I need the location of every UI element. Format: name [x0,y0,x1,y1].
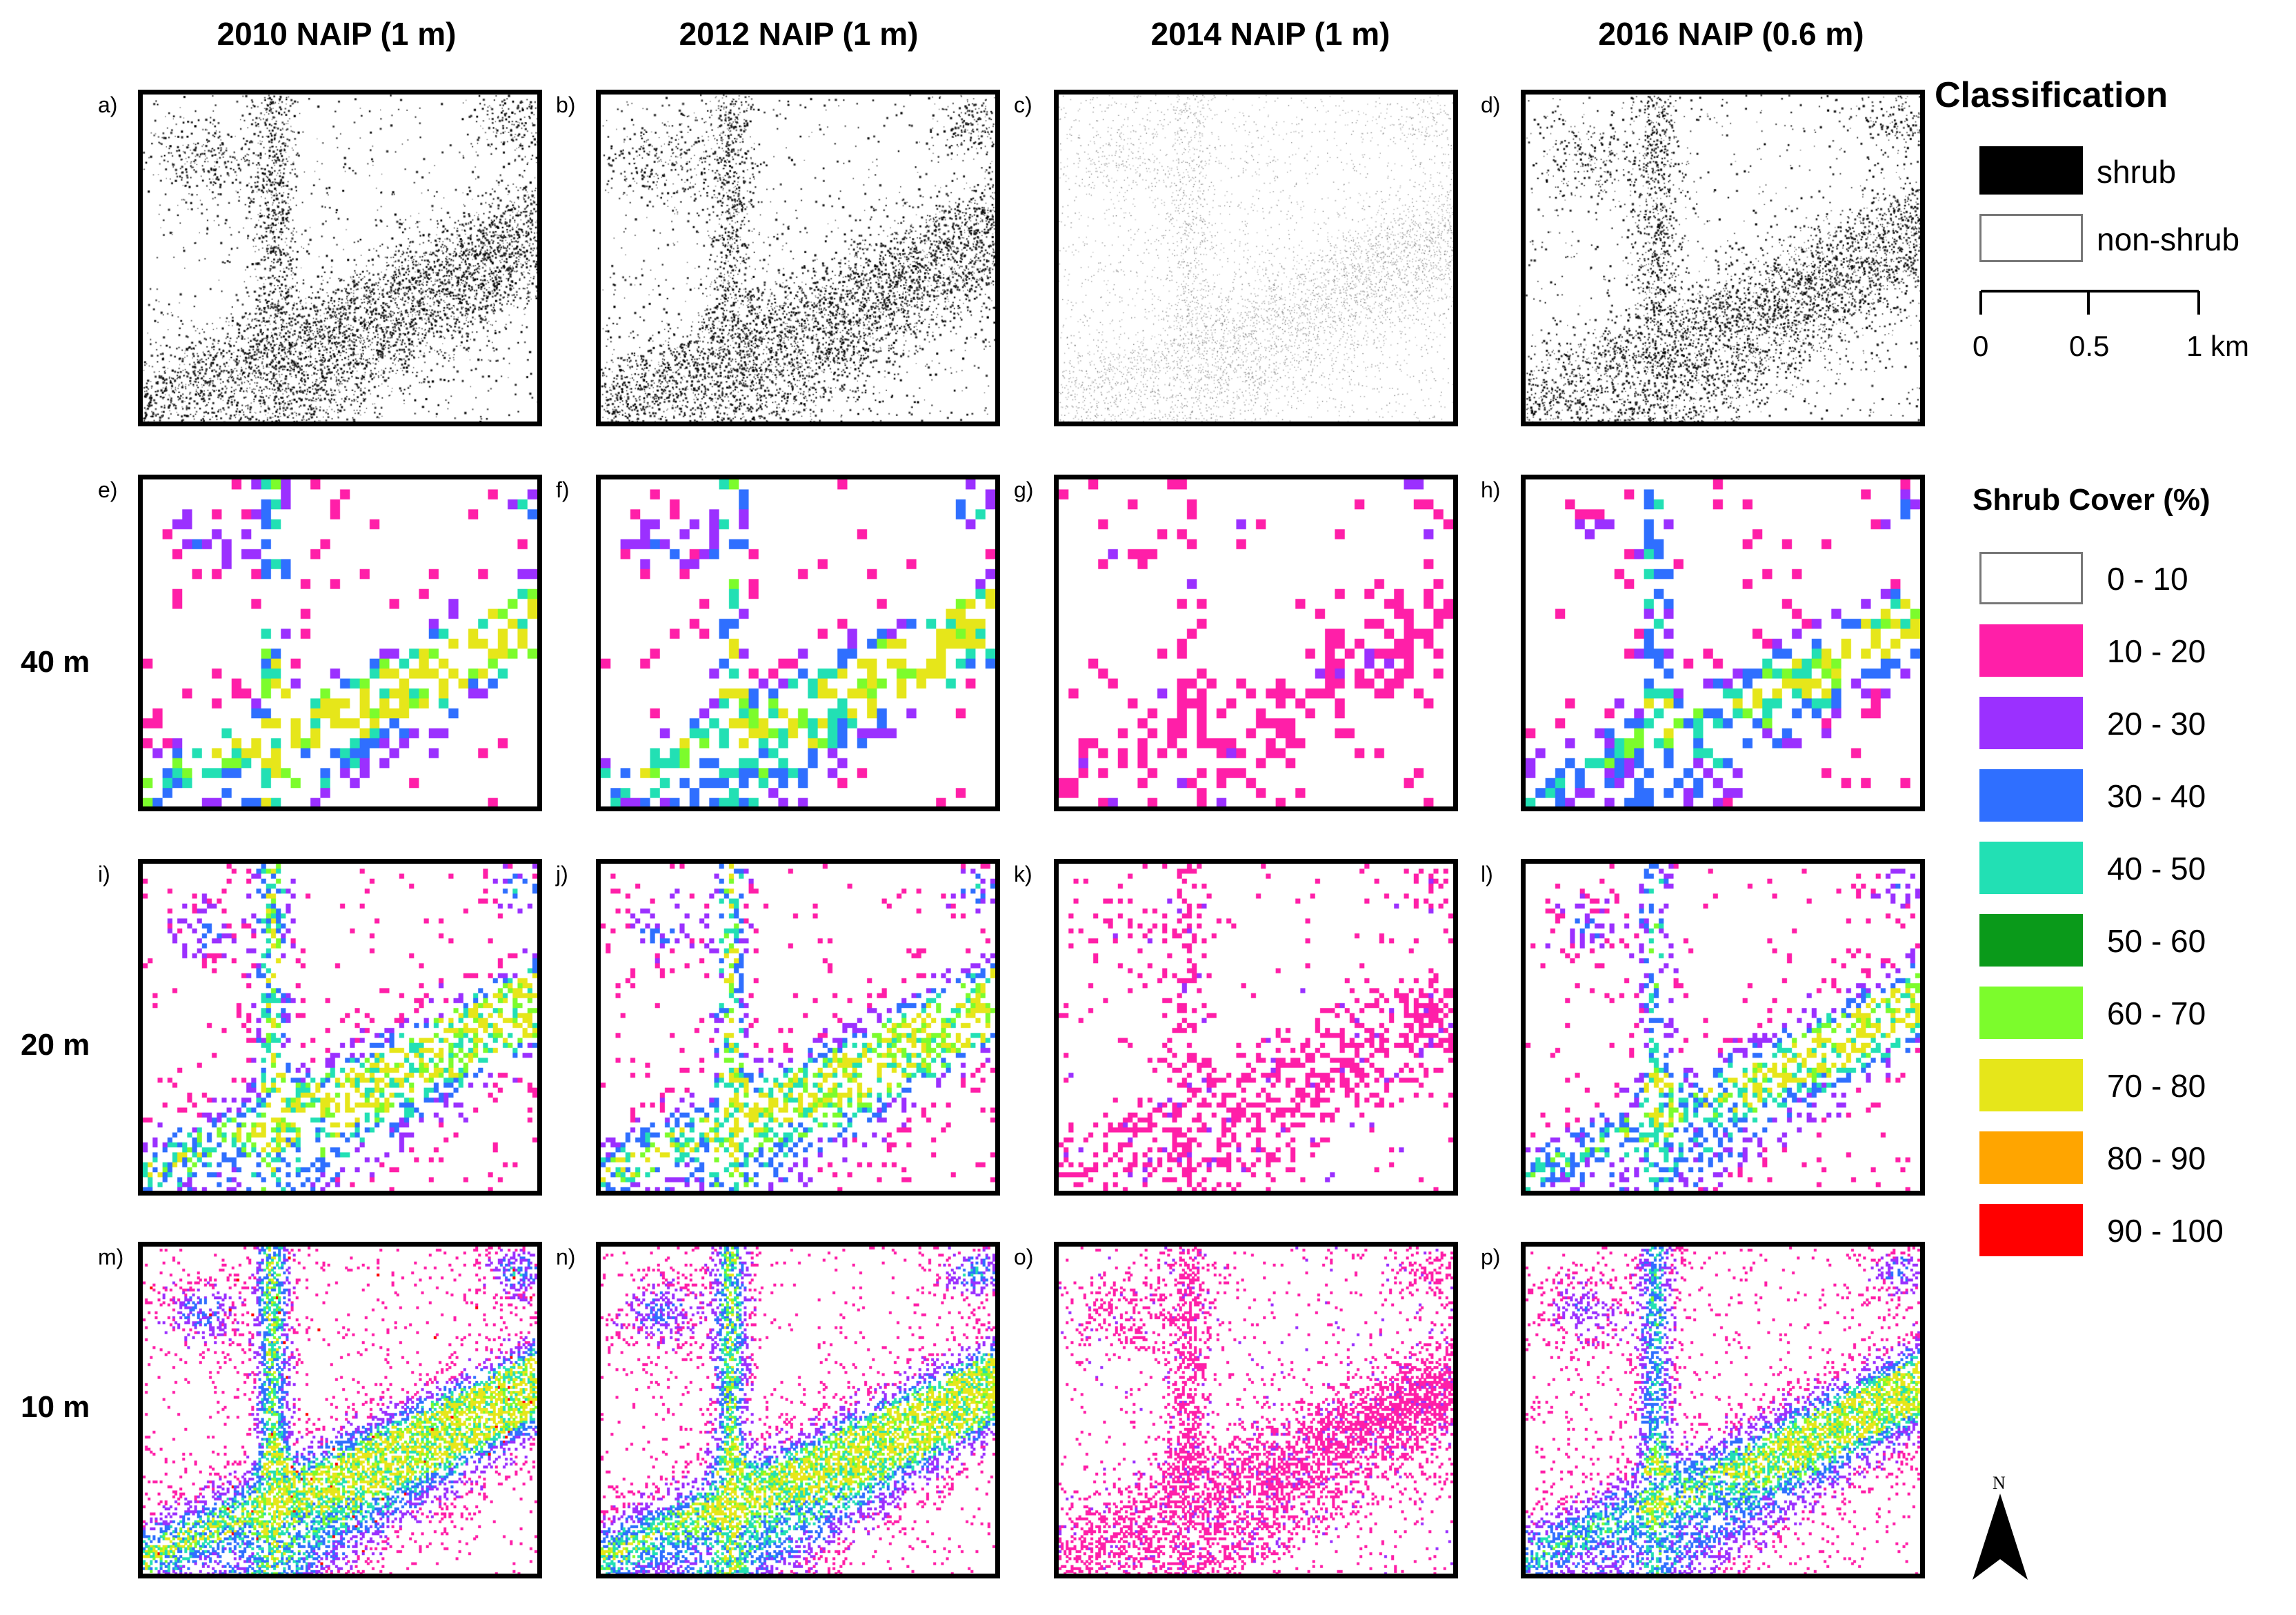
cover-bin-label: 70 - 80 [2107,1068,2206,1104]
map-raster [1059,1247,1453,1574]
map-raster [143,1247,537,1574]
map-raster [1526,479,1920,806]
panel-letter: p) [1481,1245,1501,1269]
map-raster [143,479,537,806]
panel-letter: e) [98,477,118,502]
non-shrub-label: non-shrub [2097,221,2240,257]
panel-letter: f) [556,477,570,502]
map-raster [1059,864,1453,1191]
map-raster [143,864,537,1191]
north-arrow-icon [1973,1494,2028,1580]
cover-bin-label: 0 - 10 [2107,561,2188,597]
shrub-cover-map-panel [1521,859,1925,1196]
map-raster [601,95,995,422]
panel-letter: j) [556,862,568,886]
cover-swatch-1 [1979,552,2083,604]
scale-bar [1979,290,2200,315]
cover-swatch-8 [1979,1059,2083,1111]
classification-map-panel [1054,90,1458,426]
shrub-cover-map-panel [596,859,1000,1196]
classification-legend-title: Classification [1935,75,2168,115]
cover-bin-label: 20 - 30 [2107,706,2206,742]
shrub-cover-map-panel [596,475,1000,811]
column-title-2010: 2010 NAIP (1 m) [217,16,457,52]
classification-map-panel [1521,90,1925,426]
scale-label-half: 0.5 [2069,330,2110,362]
map-raster [1526,864,1920,1191]
map-raster [143,95,537,422]
cover-bin-label: 80 - 90 [2107,1140,2206,1176]
cover-swatch-4 [1979,769,2083,822]
scale-label-0: 0 [1973,330,1989,362]
classification-map-panel [138,90,542,426]
panel-letter: o) [1014,1245,1034,1269]
cover-swatch-7 [1979,987,2083,1039]
cover-bin-label: 90 - 100 [2107,1213,2224,1249]
column-title-2014: 2014 NAIP (1 m) [1150,16,1390,52]
panel-letter: c) [1014,92,1032,117]
map-raster [1059,95,1453,422]
panel-letter: n) [556,1245,576,1269]
shrub-label: shrub [2097,154,2177,190]
panel-letter: b) [556,92,576,117]
cover-bin-label: 50 - 60 [2107,923,2206,959]
non-shrub-swatch [1979,214,2083,262]
scale-label-1km: 1 km [2186,330,2250,362]
shrub-cover-legend-title: Shrub Cover (%) [1973,483,2210,517]
cover-swatch-5 [1979,842,2083,894]
map-raster [1526,95,1920,422]
shrub-cover-map-panel [1054,859,1458,1196]
panel-letter: k) [1014,862,1032,886]
north-label: N [1993,1473,2006,1493]
column-title-2016: 2016 NAIP (0.6 m) [1598,16,1864,52]
panel-letter: i) [98,862,110,886]
column-title-2012: 2012 NAIP (1 m) [679,16,919,52]
row-label-20m: 20 m [21,1028,90,1062]
cover-swatch-10 [1979,1204,2083,1256]
panel-letter: a) [98,92,118,117]
shrub-cover-map-panel [1521,1242,1925,1578]
cover-swatch-9 [1979,1131,2083,1184]
panel-letter: g) [1014,477,1034,502]
map-raster [1526,1247,1920,1574]
cover-bin-label: 40 - 50 [2107,851,2206,886]
row-label-10m: 10 m [21,1390,90,1424]
row-label-40m: 40 m [21,645,90,679]
shrub-cover-map-panel [138,1242,542,1578]
panel-letter: h) [1481,477,1501,502]
cover-bin-label: 10 - 20 [2107,633,2206,669]
panel-letter: l) [1481,862,1493,886]
map-raster [601,1247,995,1574]
shrub-cover-map-panel [138,475,542,811]
shrub-cover-map-panel [138,859,542,1196]
shrub-swatch [1979,146,2083,195]
classification-map-panel [596,90,1000,426]
shrub-cover-map-panel [1054,475,1458,811]
cover-swatch-2 [1979,624,2083,677]
north-arrow: N [1969,1473,2031,1583]
cover-bin-label: 30 - 40 [2107,778,2206,814]
cover-swatch-3 [1979,697,2083,749]
panel-letter: d) [1481,92,1501,117]
cover-swatch-6 [1979,914,2083,967]
map-raster [1059,479,1453,806]
shrub-cover-map-panel [1521,475,1925,811]
cover-bin-label: 60 - 70 [2107,995,2206,1031]
panel-letter: m) [98,1245,124,1269]
shrub-cover-map-panel [1054,1242,1458,1578]
shrub-cover-map-panel [596,1242,1000,1578]
map-raster [601,479,995,806]
map-raster [601,864,995,1191]
